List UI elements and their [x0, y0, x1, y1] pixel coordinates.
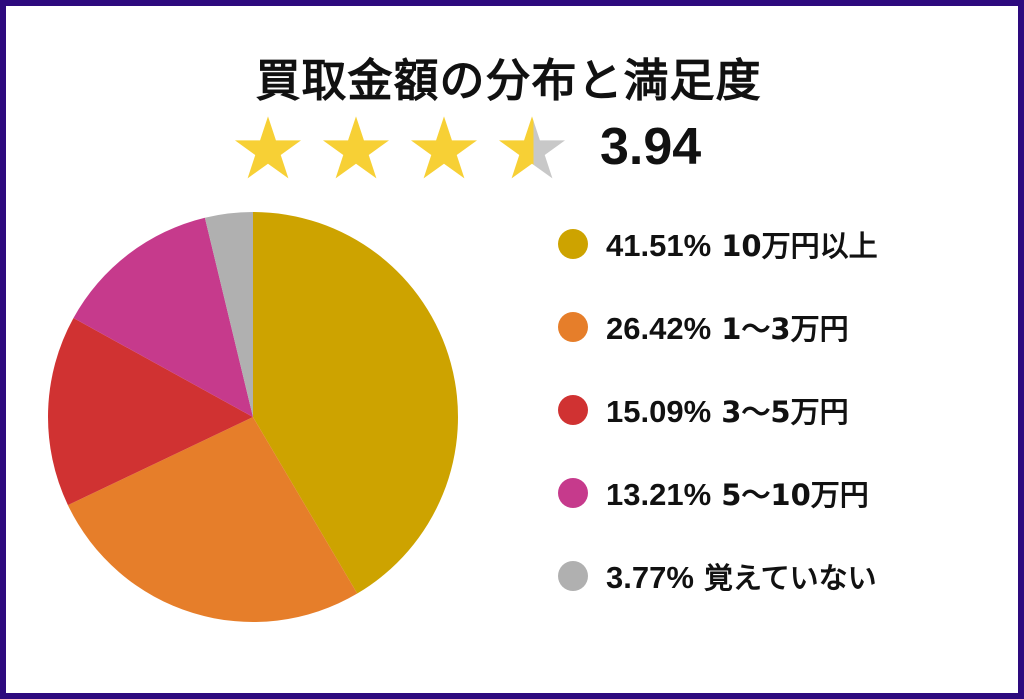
legend-text: 13.21% 5〜10万円	[606, 477, 869, 512]
legend-text: 26.42% 1〜3万円	[606, 311, 849, 346]
legend-text: 3.77% 覚えていない	[606, 560, 877, 595]
legend-item: 41.51% 10万円以上	[558, 224, 878, 264]
legend-text: 15.09% 3〜5万円	[606, 394, 849, 429]
legend-item: 13.21% 5〜10万円	[558, 473, 878, 513]
legend-dot	[558, 395, 588, 425]
pie-slice	[253, 211, 459, 594]
half-star-icon	[498, 116, 566, 179]
legend-dot	[558, 229, 588, 259]
legend-dot	[558, 478, 588, 508]
pie-chart	[47, 211, 459, 622]
rating-score: 3.94	[600, 118, 702, 176]
legend-item: 26.42% 1〜3万円	[558, 307, 878, 347]
legend-item: 3.77% 覚えていない	[558, 556, 878, 596]
legend-text: 41.51% 10万円以上	[606, 228, 878, 263]
satisfaction-rating: 3.94	[234, 114, 701, 180]
pie-slice	[73, 217, 253, 417]
pie-slice	[47, 318, 253, 506]
star-icon	[410, 116, 478, 179]
chart-legend: 41.51% 10万円以上 26.42% 1〜3万円 15.09% 3〜5万円 …	[558, 224, 878, 639]
pie-slice	[67, 417, 358, 622]
legend-dot	[558, 561, 588, 591]
star-icon	[322, 116, 390, 179]
legend-item: 15.09% 3〜5万円	[558, 390, 878, 430]
star-icon	[234, 116, 302, 179]
legend-dot	[558, 312, 588, 342]
pie-slice	[204, 212, 253, 417]
chart-title: 買取金額の分布と満足度	[255, 54, 762, 107]
